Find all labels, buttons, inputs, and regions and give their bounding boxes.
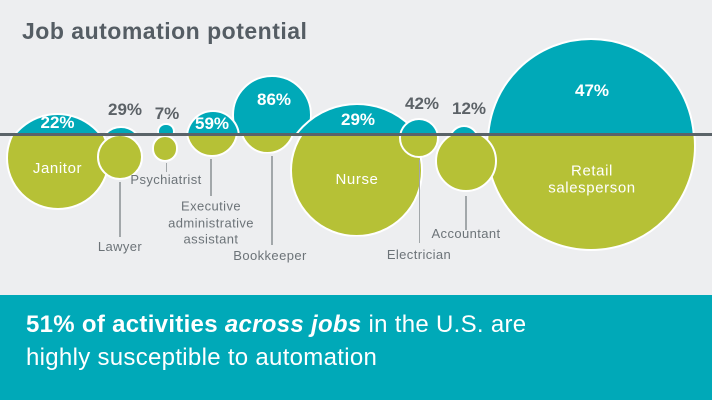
job-label-electrician: Electrician bbox=[386, 246, 452, 262]
pct-label-executive-administrative-assistant: 59% bbox=[194, 114, 230, 133]
leader-line-accountant bbox=[465, 196, 467, 230]
pct-label-janitor: 22% bbox=[40, 113, 75, 132]
pct-label-lawyer: 29% bbox=[107, 100, 143, 119]
summary-line1-rest: in the U.S. are bbox=[361, 311, 527, 338]
bubble-psychiatrist-automatable bbox=[157, 122, 175, 135]
summary-line-1: 51% of activities across jobs in the U.S… bbox=[26, 308, 526, 341]
job-label-janitor: Janitor bbox=[32, 159, 83, 177]
automation-baseline bbox=[0, 133, 712, 136]
leader-line-executive-administrative-assistant bbox=[210, 159, 212, 196]
leader-line-bookkeeper bbox=[271, 156, 273, 245]
job-label-lawyer: Lawyer bbox=[97, 238, 143, 254]
bubble-bookkeeper-automatable bbox=[231, 75, 312, 134]
summary-emphasis: across jobs bbox=[224, 311, 362, 338]
job-label-retail-salesperson: Retail salesperson bbox=[548, 162, 636, 196]
pct-label-accountant: 12% bbox=[451, 99, 487, 118]
pct-label-electrician: 42% bbox=[404, 94, 440, 113]
leader-line-electrician bbox=[418, 160, 421, 243]
pct-label-retail-salesperson: 47% bbox=[574, 81, 610, 100]
bubble-accountant-job bbox=[435, 134, 497, 192]
leader-line-lawyer bbox=[119, 182, 121, 237]
summary-text: 51% of activities across jobs in the U.S… bbox=[26, 308, 526, 374]
job-label-bookkeeper: Bookkeeper bbox=[233, 247, 307, 263]
bubble-chart: 22% Janitor 29% Lawyer 7% Psychiatrist 86% Book… bbox=[1, 38, 696, 263]
job-label-psychiatrist: Psychiatrist bbox=[130, 171, 202, 187]
pct-label-bookkeeper: 86% bbox=[256, 90, 292, 109]
summary-stat: 51% of activities bbox=[26, 311, 225, 338]
job-label-executive-administrative-assistant: Executive administrative assistant bbox=[168, 198, 254, 247]
job-label-nurse: Nurse bbox=[335, 170, 379, 188]
summary-banner: 51% of activities across jobs in the U.S… bbox=[0, 295, 712, 400]
summary-line-2: highly susceptible to automation bbox=[26, 344, 378, 371]
bubble-lawyer-job bbox=[97, 134, 143, 180]
bubble-nurse-job bbox=[290, 134, 423, 237]
page-title: Job automation potential bbox=[22, 18, 308, 44]
bubble-psychiatrist-job bbox=[151, 135, 179, 162]
job-label-accountant: Accountant bbox=[431, 225, 501, 241]
leader-line-psychiatrist bbox=[165, 163, 168, 172]
pct-label-psychiatrist: 7% bbox=[154, 104, 180, 123]
pct-label-nurse: 29% bbox=[340, 110, 376, 129]
